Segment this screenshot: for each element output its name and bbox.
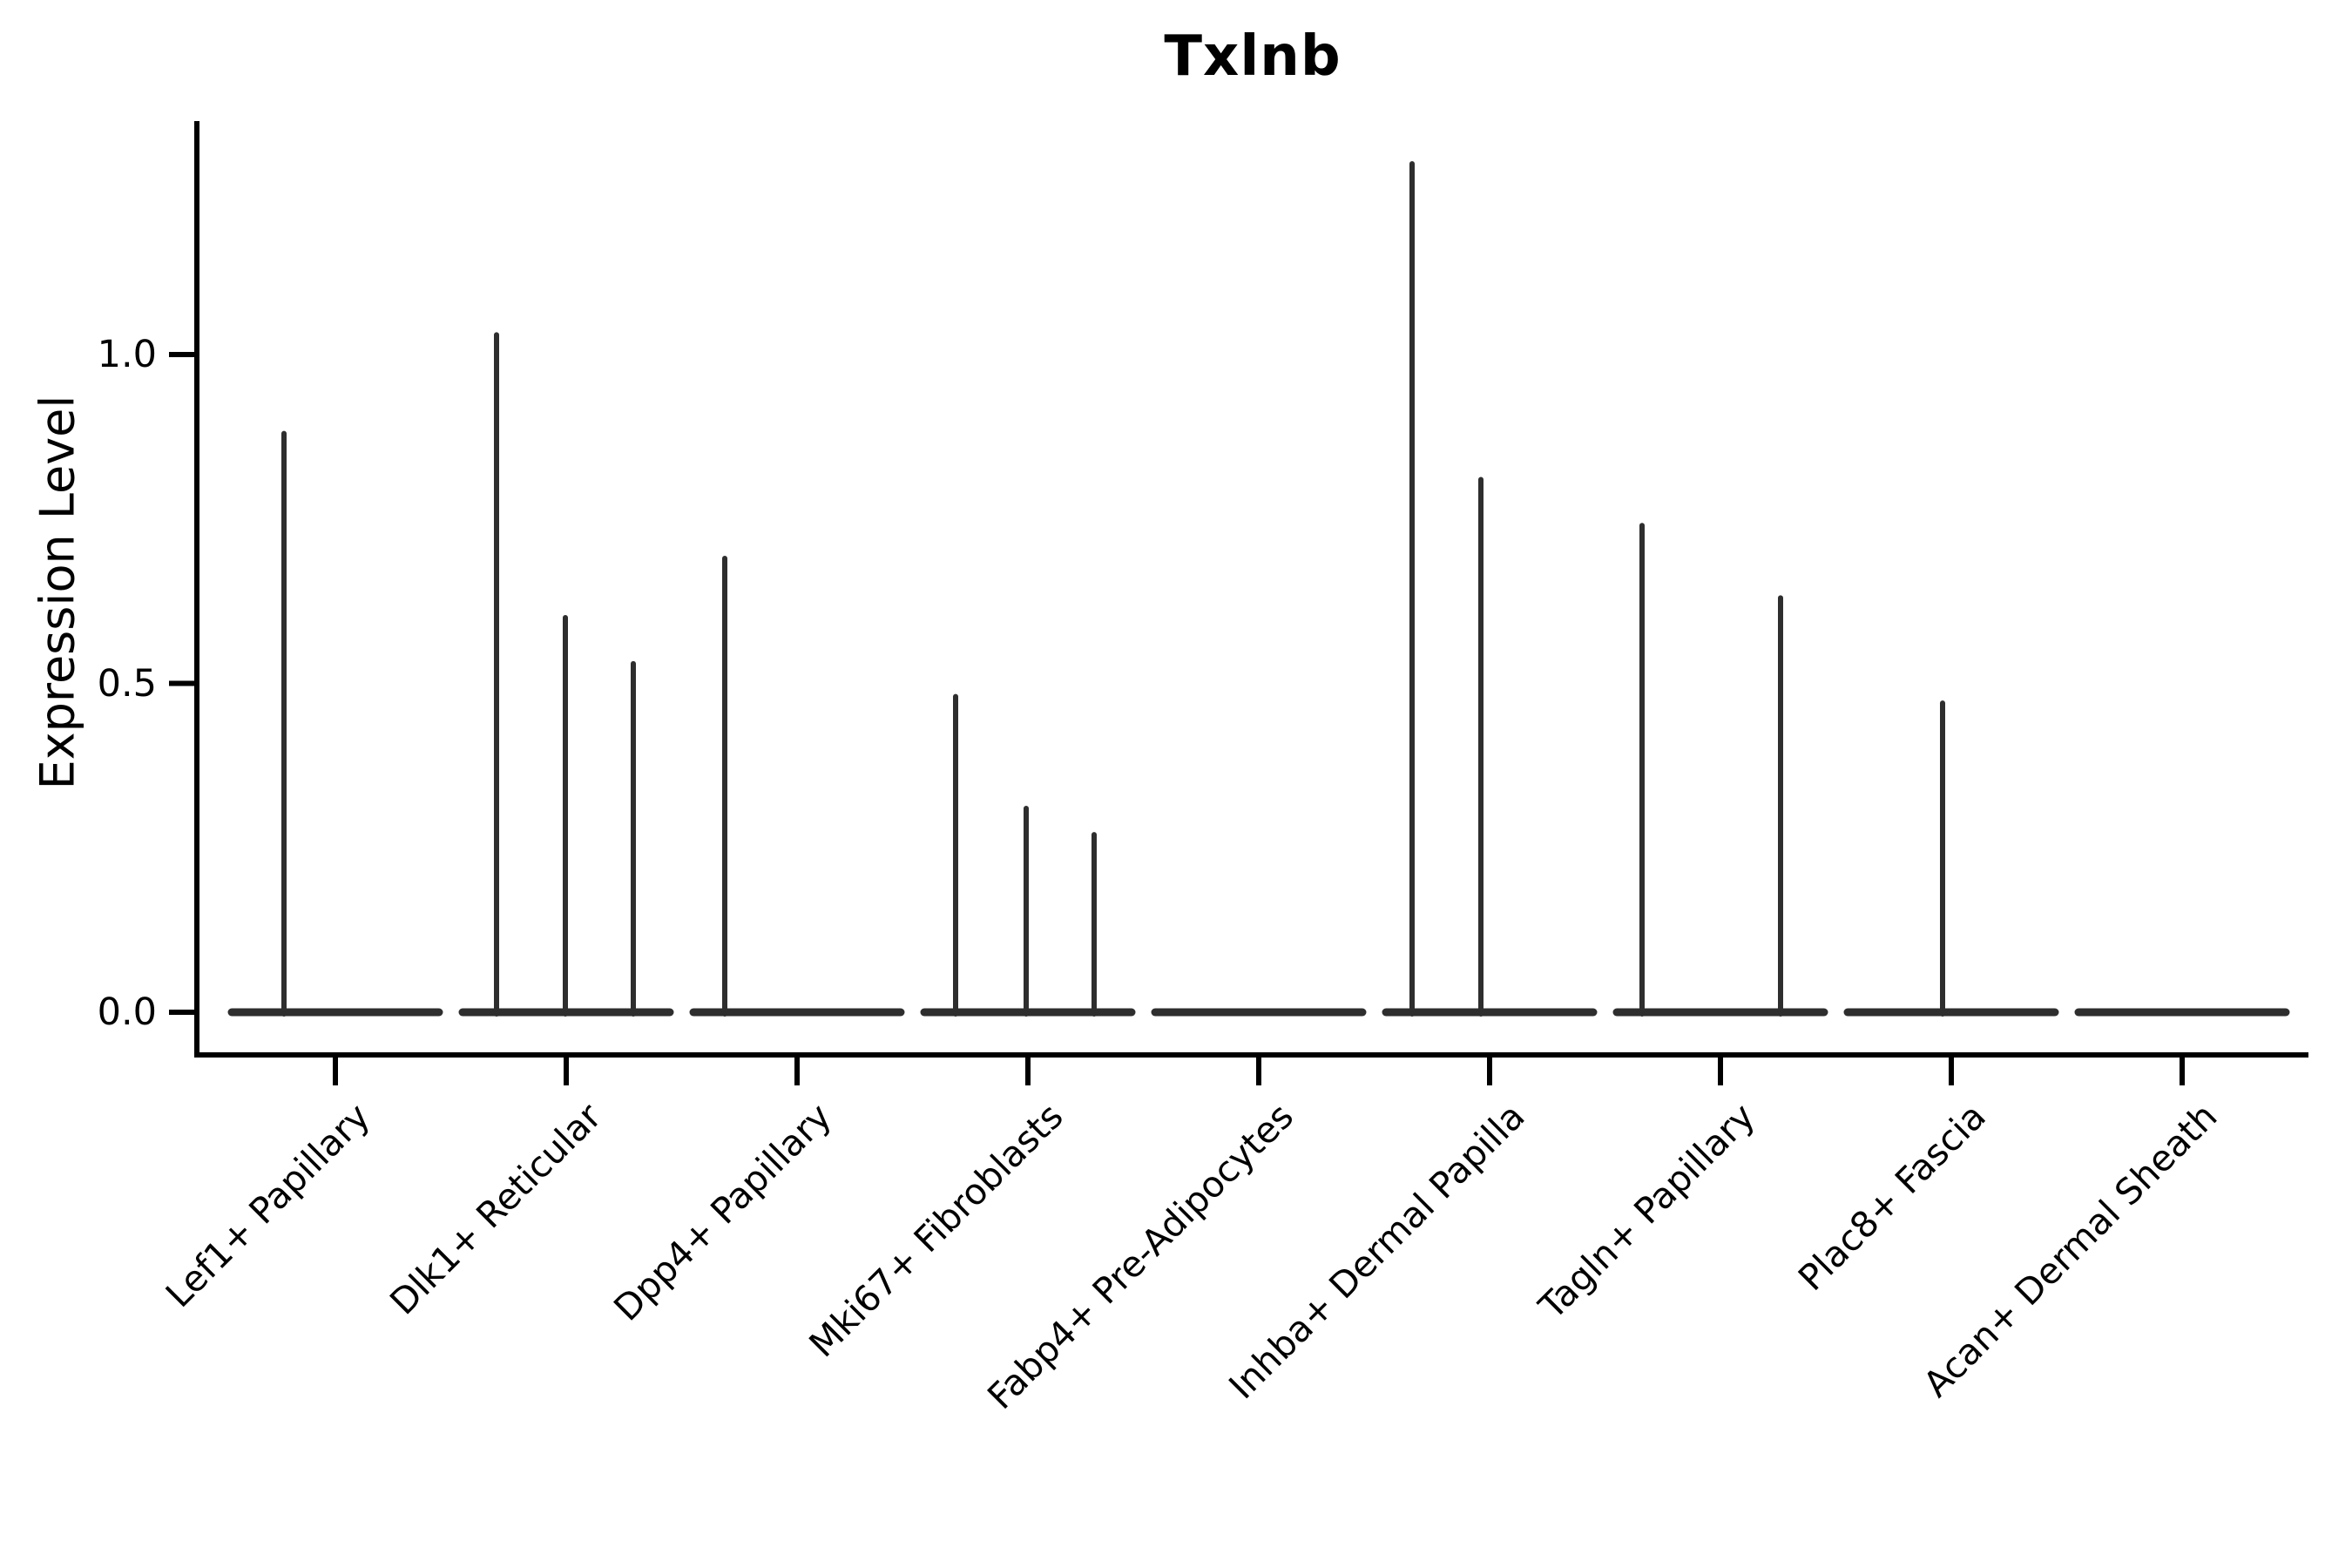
chart-title: Txlnb: [1164, 24, 1342, 89]
y-axis-label: Expression Level: [30, 395, 85, 790]
y-tick-label-2: 1.0: [97, 333, 157, 376]
y-tick-label-1: 0.5: [97, 661, 157, 706]
y-tick-label-0: 0.0: [97, 990, 157, 1034]
